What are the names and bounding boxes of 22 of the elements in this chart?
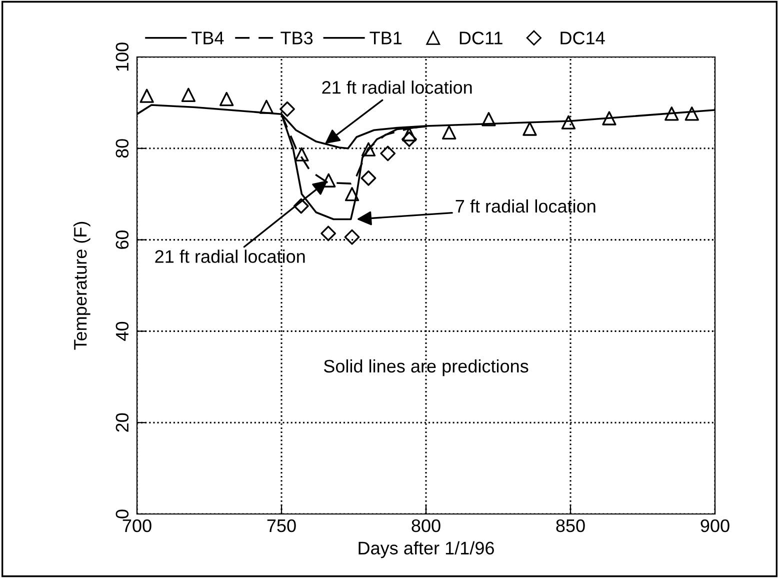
x-tick-label: 800 xyxy=(412,519,440,532)
annotation: 21 ft radial location xyxy=(155,250,305,263)
annotation: Solid lines are predictions xyxy=(324,359,528,376)
y-tick-label: 0 xyxy=(116,510,129,518)
y-tick-label: 60 xyxy=(116,230,129,249)
annotation: 7 ft radial location xyxy=(456,199,596,213)
x-tick-label: 750 xyxy=(267,519,296,532)
x-tick-label: 850 xyxy=(556,519,585,532)
y-tick-label: 40 xyxy=(116,322,129,341)
legend-label: TB3 xyxy=(280,32,313,44)
y-tick-label: 20 xyxy=(116,413,129,432)
legend-label: TB4 xyxy=(192,32,224,44)
x-tick-label: 900 xyxy=(700,519,730,532)
legend-label: DC14 xyxy=(560,32,605,44)
y-tick-label: 100 xyxy=(116,42,129,71)
y-tick-label: 80 xyxy=(116,139,129,158)
x-axis-title: Days after 1/1/96 xyxy=(358,541,494,558)
legend-label: TB1 xyxy=(370,32,402,44)
legend-label: DC11 xyxy=(460,32,502,44)
y-axis-title: Temperature (F) xyxy=(73,222,90,350)
annotation: 21 ft radial location xyxy=(322,80,472,94)
x-tick-label: 700 xyxy=(122,519,152,532)
